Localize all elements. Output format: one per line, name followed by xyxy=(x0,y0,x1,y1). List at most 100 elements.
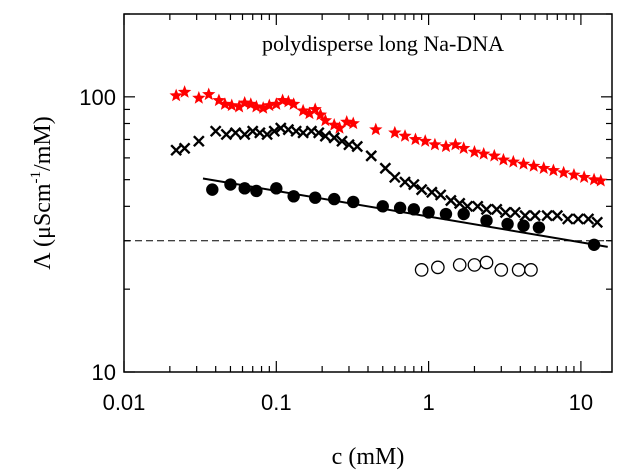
plot-frame xyxy=(123,13,613,373)
x-tick-label: 10 xyxy=(569,390,593,415)
open-circle-point xyxy=(479,255,494,270)
filled-circle-point xyxy=(480,214,493,227)
cross-point xyxy=(529,209,541,222)
cross-point xyxy=(407,178,420,191)
x-tick-label: 0.01 xyxy=(103,390,146,415)
star-point xyxy=(346,116,360,130)
open-circle-point xyxy=(524,263,538,277)
cross-point xyxy=(541,209,553,222)
cross-stroke xyxy=(209,125,222,138)
cross-stroke xyxy=(365,150,378,162)
star-point xyxy=(496,152,511,166)
cross-stroke xyxy=(399,176,411,188)
filled-circle-point xyxy=(407,203,421,216)
x-tick-label: 0.1 xyxy=(261,390,292,415)
cross-point xyxy=(209,125,222,138)
star-point xyxy=(313,107,328,121)
cross-stroke xyxy=(561,213,574,225)
open-circle-point xyxy=(431,260,445,275)
cross-stroke xyxy=(434,189,447,201)
filled-circle-point xyxy=(206,183,219,196)
star-point xyxy=(212,93,226,107)
cross-stroke xyxy=(519,209,531,222)
star-point xyxy=(169,88,183,102)
cross-stroke xyxy=(499,206,512,219)
cross-stroke xyxy=(490,203,503,216)
filled-circle-point xyxy=(439,207,453,221)
cross-stroke xyxy=(297,126,309,139)
cross-point xyxy=(336,135,348,148)
filled-circle-point xyxy=(308,191,322,204)
cross-point xyxy=(425,186,438,199)
filled-circle-point xyxy=(501,217,514,231)
cross-stroke xyxy=(572,213,585,225)
star-point xyxy=(302,106,317,120)
cross-point xyxy=(582,213,595,225)
filled-circle-point xyxy=(376,200,389,213)
cross-point xyxy=(471,200,484,213)
star-point xyxy=(487,148,501,162)
x-tick-label: 1 xyxy=(422,390,434,415)
filled-circle-point xyxy=(422,206,435,219)
star-point xyxy=(269,97,283,110)
cross-point xyxy=(312,126,325,139)
star-point xyxy=(567,167,581,181)
cross-point xyxy=(351,140,364,153)
star-point xyxy=(527,159,541,172)
cross-point xyxy=(178,142,191,155)
cross-stroke xyxy=(509,206,521,219)
cross-point xyxy=(365,150,378,162)
star-point xyxy=(369,122,383,136)
open-circle-point xyxy=(511,263,526,277)
star-point xyxy=(537,161,551,174)
cross-point xyxy=(192,135,205,148)
cross-stroke xyxy=(261,128,273,141)
filled-circle-point xyxy=(287,190,300,203)
cross-stroke xyxy=(471,200,484,213)
cross-stroke xyxy=(407,178,420,191)
filled-circle-point xyxy=(587,238,601,251)
cross-point xyxy=(399,176,411,188)
star-point xyxy=(506,154,520,168)
cross-point xyxy=(453,197,466,210)
star-point xyxy=(232,99,246,113)
filled-circle-point xyxy=(347,195,360,209)
star-point xyxy=(448,137,463,151)
star-point xyxy=(218,97,232,110)
cross-point xyxy=(499,206,512,219)
star-point xyxy=(477,146,491,160)
cross-stroke xyxy=(591,216,604,229)
y-tick-label: 100 xyxy=(79,85,116,110)
cross-stroke xyxy=(582,213,595,225)
star-point xyxy=(594,173,608,187)
cross-point xyxy=(343,138,355,151)
cross-stroke xyxy=(178,142,191,155)
cross-point xyxy=(445,194,457,207)
cross-stroke xyxy=(170,144,183,157)
cross-point xyxy=(238,128,251,141)
cross-stroke xyxy=(541,209,553,222)
cross-point xyxy=(509,206,521,219)
cross-point xyxy=(434,189,447,201)
y-tick-label: 10 xyxy=(92,360,116,385)
open-circle-point xyxy=(494,263,509,277)
star-point xyxy=(587,172,601,186)
star-point xyxy=(308,102,322,116)
cross-point xyxy=(480,203,493,216)
x-axis-label: c (mM) xyxy=(332,444,405,470)
cross-point xyxy=(261,128,273,141)
star-point xyxy=(287,97,301,110)
open-circle-point xyxy=(414,263,429,277)
cross-stroke xyxy=(192,135,205,148)
star-point xyxy=(418,134,432,147)
filled-circle-point xyxy=(457,207,470,221)
cross-point xyxy=(388,171,401,184)
filled-circle-point xyxy=(224,178,237,191)
y-axis-label-main: Λ (μScm xyxy=(30,183,56,270)
y-axis-label: Λ (μScm-1/mM) xyxy=(28,116,56,269)
star-point xyxy=(244,97,258,110)
star-point xyxy=(256,101,270,114)
star-point xyxy=(225,98,239,112)
cross-point xyxy=(572,213,585,225)
